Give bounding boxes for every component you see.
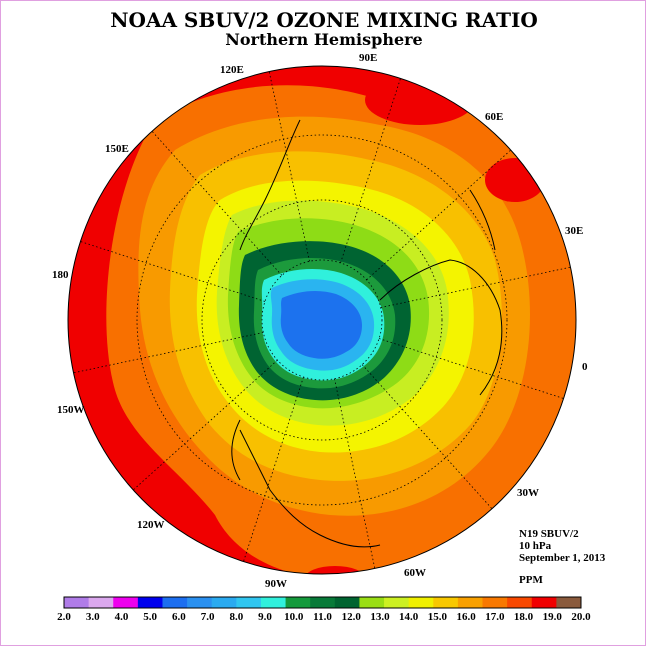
colorbar-tick-label: 11.0 [313, 611, 332, 623]
meridian-line [268, 71, 310, 262]
colorbar-tick-label: 8.0 [229, 611, 243, 623]
label-60e: 60E [485, 111, 503, 123]
meridian-line [340, 78, 401, 264]
colorbar-cell [137, 597, 163, 608]
label-60w: 60W [404, 567, 426, 579]
colorbar-tick-label: 20.0 [571, 611, 591, 623]
colorbar-cell [457, 597, 484, 608]
colorbar-cell [556, 597, 582, 608]
colorbar-cell [285, 597, 311, 608]
label-150w: 150W [57, 404, 85, 416]
colorbar-tick-label: 16.0 [456, 611, 476, 623]
latitude-circle-40n [136, 134, 508, 506]
coast-asia [239, 119, 301, 251]
label-180: 180 [52, 269, 69, 281]
meridian-line [73, 332, 264, 374]
colorbar-tick-label: 6.0 [172, 611, 186, 623]
label-30e: 30E [565, 225, 583, 237]
colorbar-tick-label: 3.0 [86, 611, 100, 623]
satellite-label: N19 SBUV/2 [519, 528, 579, 540]
colorbar-tick-label: 14.0 [399, 611, 419, 623]
latitude-circle-80n [261, 259, 383, 381]
meridian-line [361, 364, 493, 510]
colorbar-cell [113, 597, 139, 608]
colorbar-cell [64, 597, 90, 608]
coast-eurasia [379, 259, 503, 396]
ozone-field [68, 66, 576, 574]
coast-europe [469, 189, 496, 251]
coast-north-america [239, 429, 381, 548]
units-label: PPM [519, 574, 543, 586]
graticule [73, 71, 571, 569]
meridian-line [243, 376, 304, 562]
colorbar-cell [334, 597, 360, 608]
label-90e: 90E [359, 52, 377, 64]
label-90w: 90W [265, 578, 287, 590]
colorbar-tick-label: 18.0 [514, 611, 534, 623]
meridian-line [132, 359, 278, 491]
colorbar-border [63, 596, 582, 609]
colorbar-cell [433, 597, 459, 608]
label-120e: 120E [220, 64, 244, 76]
colorbar-cell [162, 597, 188, 608]
coastlines [231, 119, 503, 548]
map-boundary [67, 65, 577, 575]
colorbar-cell [359, 597, 385, 608]
label-120w: 120W [137, 519, 165, 531]
field-blue [280, 290, 362, 359]
info-block: N19 SBUV/2 10 hPa September 1, 2013 [519, 528, 605, 564]
colorbar-cell [531, 597, 557, 608]
colorbar-cell [88, 597, 114, 608]
label-30w: 30W [517, 487, 539, 499]
meridian-line [378, 338, 564, 399]
colorbar-cell [236, 597, 262, 608]
colorbar-tick-labels: 2.0 3.0 4.0 5.0 6.0 7.0 8.0 9.0 10.0 11.0 12.0 13.0… [57, 611, 591, 623]
colorbar-tick-label: 13.0 [370, 611, 390, 623]
colorbar-tick-label: 19.0 [543, 611, 563, 623]
meridian-line [151, 130, 283, 276]
latitude-circle-60n [201, 199, 443, 441]
colorbar-cell [507, 597, 533, 608]
colorbar-cell [482, 597, 508, 608]
colorbar-cell [408, 597, 434, 608]
chart-title: NOAA SBUV/2 OZONE MIXING RATIO [110, 8, 538, 32]
colorbar-cell [187, 597, 213, 608]
colorbar-tick-label: 15.0 [428, 611, 448, 623]
chart-subtitle: Northern Hemisphere [225, 30, 423, 49]
colorbar-cell [384, 597, 410, 608]
label-150e: 150E [105, 143, 129, 155]
colorbar-tick-label: 9.0 [258, 611, 272, 623]
coast-west [231, 419, 241, 481]
label-0: 0 [582, 361, 588, 373]
colorbar-tick-label: 17.0 [485, 611, 505, 623]
colorbar-tick-label: 7.0 [201, 611, 215, 623]
meridian-line [334, 378, 376, 569]
meridian-lines [73, 71, 571, 569]
colorbar-cell [310, 597, 336, 608]
colorbar-tick-label: 10.0 [284, 611, 304, 623]
colorbar-cells [64, 597, 582, 608]
colorbar-cell [260, 597, 287, 608]
pressure-label: 10 hPa [519, 540, 552, 552]
colorbar-cell [211, 597, 237, 608]
colorbar-tick-label: 12.0 [342, 611, 362, 623]
meridian-line [80, 241, 266, 302]
meridian-line [380, 266, 571, 308]
meridian-line [366, 149, 512, 281]
colorbar-tick-label: 5.0 [143, 611, 157, 623]
colorbar-tick-label: 2.0 [57, 611, 71, 623]
date-label: September 1, 2013 [519, 552, 606, 564]
colorbar-tick-label: 4.0 [115, 611, 129, 623]
